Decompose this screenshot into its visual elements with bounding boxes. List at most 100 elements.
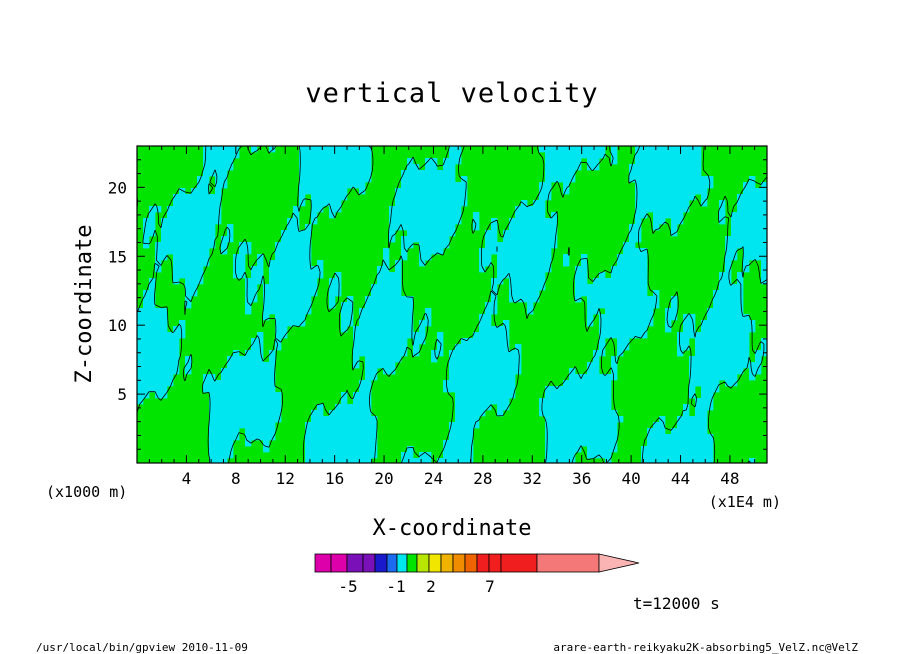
field-cell [173, 200, 180, 207]
field-cell [197, 266, 204, 273]
field-cell [467, 350, 474, 357]
field-cell [287, 260, 294, 267]
field-cell [605, 416, 612, 423]
field-cell [521, 236, 528, 243]
field-cell [695, 410, 702, 417]
field-cell [719, 290, 726, 297]
field-cell [701, 362, 708, 369]
field-cell [563, 170, 570, 177]
field-cell [215, 218, 222, 225]
field-cell [227, 158, 234, 165]
field-cell [275, 242, 282, 249]
field-cell [569, 158, 576, 165]
field-cell [587, 308, 594, 315]
field-cell [491, 242, 498, 249]
field-cell [761, 260, 767, 267]
field-cell [647, 428, 654, 435]
field-cell [191, 278, 198, 285]
field-cell [647, 176, 654, 183]
field-cell [365, 164, 372, 171]
field-cell [317, 410, 324, 417]
field-cell [713, 308, 720, 315]
field-cell [419, 236, 426, 243]
field-cell [293, 236, 300, 243]
field-cell [167, 218, 174, 225]
field-cell [179, 266, 186, 273]
field-cell [293, 260, 300, 267]
field-cell [383, 320, 390, 327]
field-cell [149, 362, 156, 369]
field-cell [689, 428, 696, 435]
field-cell [635, 176, 642, 183]
field-cell [359, 344, 366, 351]
field-cell [509, 236, 516, 243]
field-cell [347, 314, 354, 321]
field-cell [599, 344, 606, 351]
field-cell [485, 344, 492, 351]
field-cell [569, 422, 576, 429]
field-cell [575, 440, 582, 447]
field-cell [593, 398, 600, 405]
field-cell [449, 458, 456, 463]
field-cell [635, 308, 642, 315]
field-cell [479, 404, 486, 411]
field-cell [563, 176, 570, 183]
field-cell [749, 176, 756, 183]
field-cell [575, 290, 582, 297]
field-cell [701, 368, 708, 375]
field-cell [761, 182, 767, 189]
field-cell [311, 410, 318, 417]
field-cell [671, 164, 678, 171]
field-cell [215, 410, 222, 417]
field-cell [209, 434, 216, 441]
field-cell [245, 374, 252, 381]
field-cell [329, 410, 336, 417]
field-cell [143, 224, 150, 231]
field-cell [425, 206, 432, 213]
field-cell [149, 374, 156, 381]
field-cell [215, 446, 222, 453]
field-cell [383, 278, 390, 285]
field-cell [413, 458, 420, 463]
field-cell [341, 398, 348, 405]
field-cell [719, 212, 726, 219]
field-cell [641, 320, 648, 327]
field-cell [371, 422, 378, 429]
field-cell [263, 368, 270, 375]
field-cell [737, 218, 744, 225]
field-cell [641, 158, 648, 165]
field-cell [359, 176, 366, 183]
field-cell [299, 242, 306, 249]
field-cell [653, 428, 660, 435]
colorbar-segment [406, 553, 418, 573]
field-cell [221, 236, 228, 243]
field-cell [413, 188, 420, 195]
field-cell [143, 290, 150, 297]
field-cell [749, 224, 756, 231]
field-cell [503, 254, 510, 261]
field-cell [383, 302, 390, 309]
field-cell [215, 200, 222, 207]
field-cell [299, 302, 306, 309]
field-cell [605, 386, 612, 393]
field-cell [569, 170, 576, 177]
field-cell [305, 164, 312, 171]
field-cell [731, 344, 738, 351]
field-cell [485, 404, 492, 411]
field-cell [491, 338, 498, 345]
field-cell [359, 428, 366, 435]
field-cell [137, 374, 144, 381]
field-cell [515, 242, 522, 249]
field-cell [305, 254, 312, 261]
field-cell [533, 218, 540, 225]
field-cell [749, 254, 756, 261]
field-cell [251, 350, 258, 357]
field-cell [305, 146, 312, 153]
field-cell [587, 422, 594, 429]
field-cell [257, 386, 264, 393]
field-cell [257, 422, 264, 429]
field-cell [569, 440, 576, 447]
field-cell [245, 350, 252, 357]
field-cell [425, 308, 432, 315]
field-cell [515, 290, 522, 297]
